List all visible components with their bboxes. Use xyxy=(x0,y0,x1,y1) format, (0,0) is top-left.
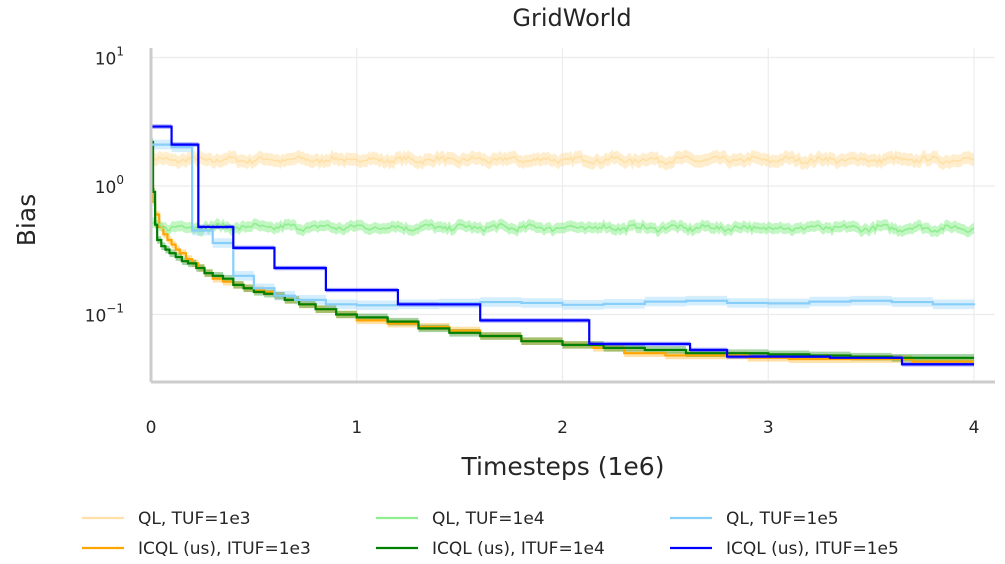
x-tick-label: 1 xyxy=(351,418,362,438)
legend-label-icql-us-ituf-1e5: ICQL (us), ITUF=1e5 xyxy=(726,539,899,559)
legend-label-ql-tuf-1e4: QL, TUF=1e4 xyxy=(432,509,545,529)
x-tick-label: 4 xyxy=(969,418,980,438)
y-tick-label: 101 xyxy=(95,45,124,70)
line-icql-us-ituf-1e4 xyxy=(151,140,974,359)
y-tick-exponent: 1 xyxy=(116,45,124,59)
y-tick-label: 100 xyxy=(95,173,124,198)
legend-label-icql-us-ituf-1e4: ICQL (us), ITUF=1e4 xyxy=(432,539,605,559)
y-tick-label: 10−1 xyxy=(85,302,124,327)
legend-label-icql-us-ituf-1e3: ICQL (us), ITUF=1e3 xyxy=(138,539,311,559)
x-axis-title: Timesteps (1e6) xyxy=(461,452,665,481)
line-ql-tuf-1e4 xyxy=(150,220,975,234)
legend-label-ql-tuf-1e5: QL, TUF=1e5 xyxy=(726,509,839,529)
legend-label-ql-tuf-1e3: QL, TUF=1e3 xyxy=(138,509,251,529)
line-icql-us-ituf-1e5 xyxy=(151,125,974,366)
x-tick-labels: 0 1 2 3 4 xyxy=(146,418,980,438)
line-ql-tuf-1e5 xyxy=(151,143,976,307)
x-tick-label: 2 xyxy=(557,418,568,438)
series-lines xyxy=(150,125,976,366)
x-tick-label: 3 xyxy=(763,418,774,438)
legend: QL, TUF=1e3 ICQL (us), ITUF=1e3 QL, TUF=1e… xyxy=(82,509,899,559)
x-tick-label: 0 xyxy=(146,418,157,438)
y-axis-title: Bias xyxy=(12,194,41,246)
y-tick-exponent: 0 xyxy=(116,173,124,187)
y-tick-exponent: −1 xyxy=(106,302,124,316)
chart-title: GridWorld xyxy=(512,4,631,32)
axes xyxy=(149,48,995,384)
line-ql-tuf-1e3 xyxy=(150,155,975,165)
grid xyxy=(151,48,995,382)
